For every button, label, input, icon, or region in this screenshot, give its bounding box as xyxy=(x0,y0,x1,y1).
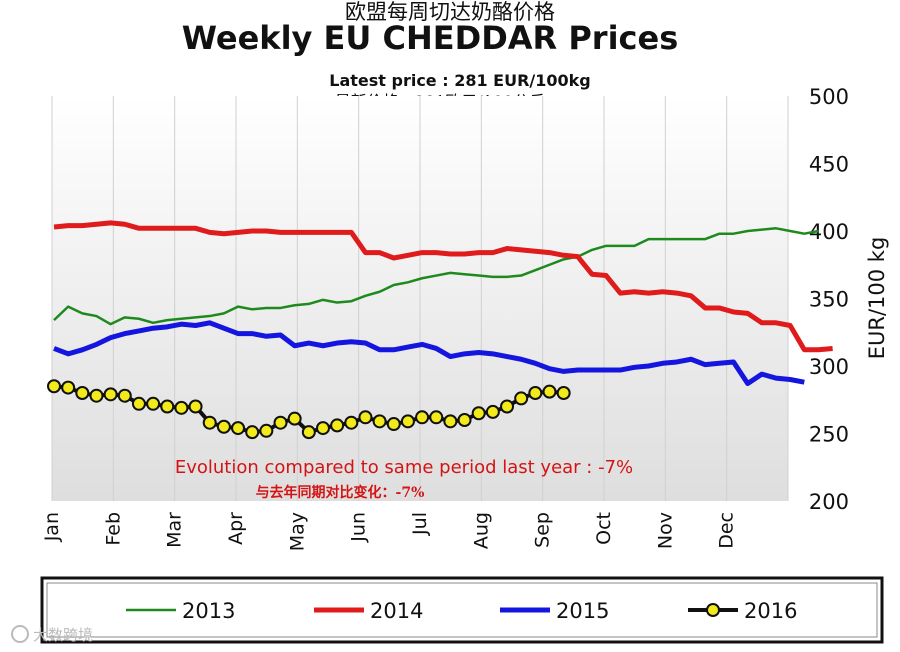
data-point-2016 xyxy=(61,380,76,395)
legend-label-2015: 2015 xyxy=(556,599,609,623)
data-point-2016 xyxy=(344,415,359,430)
data-point-2016 xyxy=(443,414,458,429)
month-label: Nov xyxy=(654,512,676,549)
y-tick-label: 350 xyxy=(809,288,849,312)
month-label: Aug xyxy=(470,512,492,549)
data-point-2016 xyxy=(315,421,330,436)
y-axis-label: EUR/100 kg xyxy=(865,237,889,360)
data-point-2016 xyxy=(386,417,401,432)
data-point-2016 xyxy=(400,414,415,429)
data-point-2016 xyxy=(471,406,486,421)
data-point-2016 xyxy=(47,379,61,394)
legend: 2013 2014 2015 2016 xyxy=(126,599,797,623)
month-label: Jan xyxy=(41,512,63,542)
data-point-2016 xyxy=(500,399,515,414)
data-point-2016 xyxy=(485,404,500,419)
y-tick-label: 200 xyxy=(809,490,849,514)
data-point-2016 xyxy=(273,415,288,430)
legend-label-2016: 2016 xyxy=(744,599,797,623)
month-label: Apr xyxy=(225,512,247,545)
month-label: Dec xyxy=(716,512,738,549)
data-point-2016 xyxy=(259,423,274,438)
legend-box xyxy=(40,576,884,644)
month-label: Oct xyxy=(593,512,615,545)
chart-title-cn: 欧盟每周切达奶酪价格 xyxy=(345,0,555,24)
legend-marker-2016 xyxy=(706,603,720,617)
month-label: Feb xyxy=(102,512,124,546)
series-line-2013 xyxy=(53,227,819,326)
evolution-annotation-en: Evolution compared to same period last y… xyxy=(175,457,633,478)
legend-label-2014: 2014 xyxy=(370,599,423,623)
data-point-2016 xyxy=(103,387,118,402)
y-tick-label: 300 xyxy=(809,355,849,379)
series-lines xyxy=(47,220,833,440)
data-point-2016 xyxy=(202,415,217,430)
series-line-2015 xyxy=(53,320,805,387)
data-point-2016 xyxy=(188,399,203,414)
data-point-2016 xyxy=(131,396,146,411)
y-tick-label: 500 xyxy=(809,85,849,109)
month-label: Jun xyxy=(348,512,370,543)
data-point-2016 xyxy=(216,419,231,434)
data-point-2016 xyxy=(117,388,132,403)
chart-title-en: Weekly EU CHEDDAR Prices xyxy=(182,19,679,57)
series-line-2014 xyxy=(53,220,833,353)
data-point-2016 xyxy=(89,388,104,403)
data-point-2016 xyxy=(429,410,444,425)
watermark-text: 大数跨境 xyxy=(33,626,93,644)
gridlines xyxy=(51,96,789,501)
data-point-2016 xyxy=(231,421,246,436)
data-point-2016 xyxy=(415,410,430,425)
month-label: Mar xyxy=(164,512,186,548)
data-point-2016 xyxy=(160,399,175,414)
month-label: Jul xyxy=(409,512,431,536)
data-point-2016 xyxy=(372,414,387,429)
y-tick-label: 450 xyxy=(809,153,849,177)
data-point-2016 xyxy=(556,386,571,400)
data-point-2016 xyxy=(514,391,529,406)
evolution-annotation-cn: 与去年同期对比变化：-7% xyxy=(256,484,425,501)
y-tick-label: 250 xyxy=(809,423,849,447)
data-point-2016 xyxy=(287,411,302,426)
x-axis-months: Jan Feb Mar Apr May Jun Jul Aug Sep Oct Nov Dec xyxy=(41,512,738,551)
month-label: Sep xyxy=(532,512,554,548)
data-point-2016 xyxy=(358,410,373,425)
data-point-2016 xyxy=(528,386,543,400)
legend-label-2013: 2013 xyxy=(182,599,235,623)
month-label: May xyxy=(286,512,308,551)
data-point-2016 xyxy=(146,396,161,411)
watermark: 大数跨境 xyxy=(11,625,93,644)
data-point-2016 xyxy=(245,425,260,440)
data-point-2016 xyxy=(542,384,557,399)
data-point-2016 xyxy=(457,413,472,427)
latest-price-en: Latest price : 281 EUR/100kg xyxy=(329,71,590,90)
data-point-2016 xyxy=(75,386,90,400)
data-point-2016 xyxy=(301,425,316,440)
data-point-2016 xyxy=(174,400,189,415)
data-point-2016 xyxy=(330,418,345,433)
legend-box-inner xyxy=(46,582,878,638)
watermark-icon xyxy=(11,625,29,643)
